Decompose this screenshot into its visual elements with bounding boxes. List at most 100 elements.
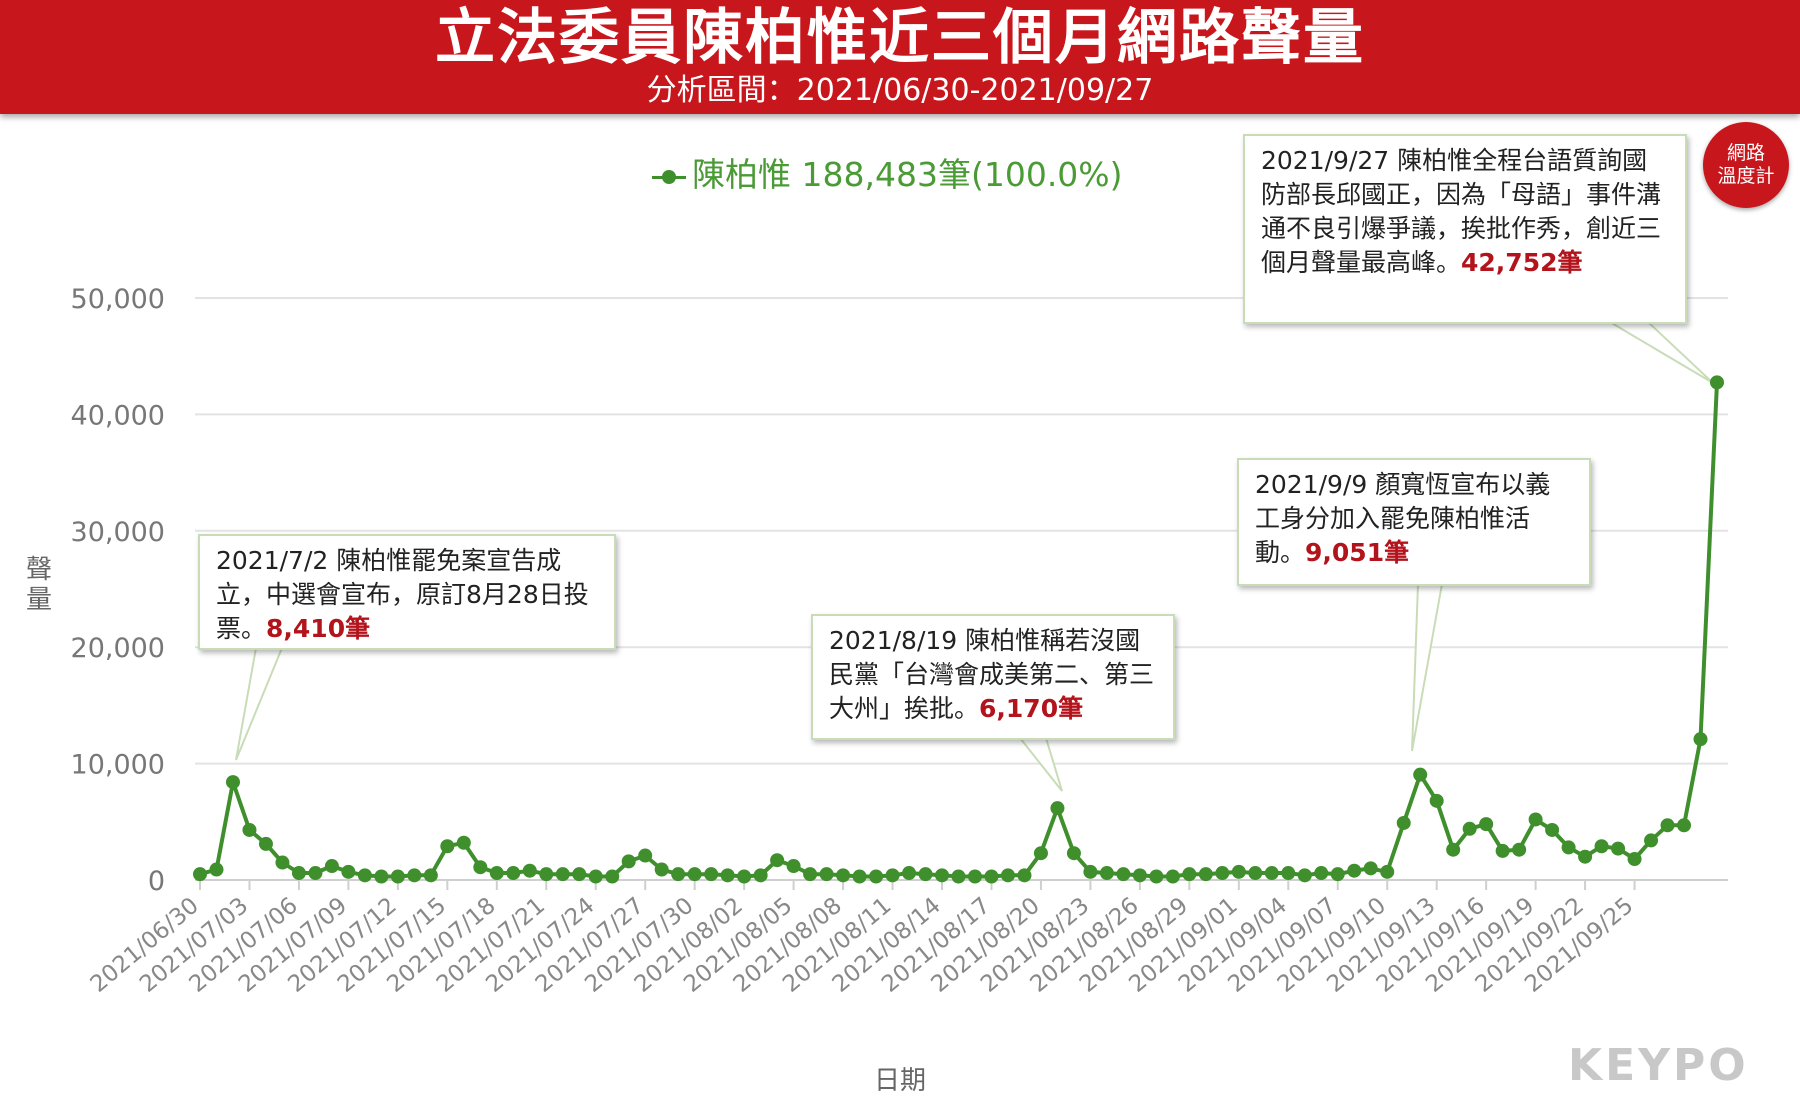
- data-point: [324, 859, 339, 874]
- header-banner: 立法委員陳柏惟近三個月網路聲量 分析區間：2021/06/30-2021/09/…: [0, 0, 1800, 114]
- data-point: [1264, 866, 1279, 881]
- data-point: [390, 869, 405, 884]
- data-point: [605, 869, 620, 884]
- data-point: [1314, 866, 1329, 881]
- data-point: [753, 868, 768, 883]
- legend-line-marker-icon: [652, 167, 686, 187]
- data-point: [1660, 818, 1675, 833]
- data-point: [1330, 867, 1345, 882]
- data-point: [885, 868, 900, 883]
- data-point: [1116, 867, 1131, 882]
- y-tick-label: 20,000: [71, 633, 165, 664]
- data-point: [1363, 861, 1378, 876]
- annotation-callout-4: 2021/9/27 陳柏惟全程台語質詢國防部長邱國正，因為「母語」事件溝通不良引…: [1243, 134, 1687, 324]
- data-point: [1429, 793, 1444, 808]
- data-point: [1594, 839, 1609, 854]
- legend-label: 陳柏惟 188,483筆(100.0%): [692, 155, 1123, 194]
- data-point: [737, 869, 752, 884]
- data-point: [720, 868, 735, 883]
- temperature-badge-icon: 網路 溫度計: [1703, 122, 1789, 208]
- annotation-callout-3: 2021/9/9 顏寬恆宣布以義工身分加入罷免陳柏惟活動。9,051筆: [1237, 458, 1591, 586]
- data-point: [1198, 867, 1213, 882]
- page-title: 立法委員陳柏惟近三個月網路聲量: [435, 3, 1365, 73]
- callout-pointer: [1606, 321, 1714, 384]
- data-point: [572, 867, 587, 882]
- badge-line-2: 溫度計: [1717, 165, 1775, 187]
- data-point: [1578, 849, 1593, 864]
- data-point: [1462, 821, 1477, 836]
- data-point: [1281, 866, 1296, 881]
- data-point: [1066, 846, 1081, 861]
- badge-line-1: 網路: [1726, 142, 1765, 164]
- callout-pointer: [1411, 583, 1444, 752]
- data-point: [209, 862, 224, 877]
- annotation-text-4: 2021/9/27 陳柏惟全程台語質詢國防部長邱國正，因為「母語」事件溝通不良引…: [1261, 146, 1662, 277]
- data-point: [357, 868, 372, 883]
- data-point: [1627, 852, 1642, 867]
- data-point: [1479, 817, 1494, 832]
- annotation-callout-2: 2021/8/19 陳柏惟稱若沒國民黨「台灣會成美第二、第三大州」挨批。6,17…: [811, 614, 1175, 740]
- data-point: [1512, 842, 1527, 857]
- data-point: [423, 868, 438, 883]
- data-point: [1033, 846, 1048, 861]
- data-point: [374, 869, 389, 884]
- y-tick-label: 30,000: [71, 517, 165, 548]
- y-tick-label: 40,000: [71, 400, 165, 431]
- data-point: [967, 869, 982, 884]
- data-point: [935, 868, 950, 883]
- annotation-text-2: 2021/8/19 陳柏惟稱若沒國民黨「台灣會成美第二、第三大州」挨批。: [829, 626, 1155, 723]
- data-point: [1050, 801, 1065, 816]
- data-point: [1677, 818, 1692, 833]
- data-point: [951, 869, 966, 884]
- data-point: [1182, 867, 1197, 882]
- data-point: [1215, 866, 1230, 881]
- data-point: [588, 869, 603, 884]
- data-point: [1545, 822, 1560, 837]
- annotation-value-3: 9,051筆: [1305, 538, 1410, 567]
- data-point: [836, 868, 851, 883]
- x-axis-label: 日期: [873, 1066, 926, 1096]
- data-point: [819, 867, 834, 882]
- data-point: [1446, 842, 1461, 857]
- data-point: [1413, 767, 1428, 782]
- chart-legend[interactable]: 陳柏惟 188,483筆(100.0%): [652, 148, 1123, 196]
- data-point: [440, 839, 455, 854]
- data-point: [242, 822, 257, 837]
- data-point: [671, 867, 686, 882]
- data-point: [225, 775, 240, 790]
- y-tick-label: 10,000: [71, 750, 165, 781]
- y-tick-label: 0: [148, 866, 165, 897]
- data-point: [902, 866, 917, 881]
- data-point: [1132, 868, 1147, 883]
- annotation-text-3: 2021/9/9 顏寬恆宣布以義工身分加入罷免陳柏惟活動。: [1255, 470, 1551, 567]
- data-point: [1149, 869, 1164, 884]
- data-point: [473, 860, 488, 875]
- data-point: [522, 863, 537, 878]
- data-point: [770, 853, 785, 868]
- data-point: [638, 848, 653, 863]
- data-point: [1528, 812, 1543, 827]
- y-axis-label: 聲量: [25, 555, 52, 615]
- annotation-text-1: 2021/7/2 陳柏惟罷免案宣告成立，中選會宣布，原訂8月28日投票。: [216, 546, 589, 643]
- data-point: [869, 869, 884, 884]
- data-point: [984, 869, 999, 884]
- data-point: [621, 854, 636, 869]
- data-point: [539, 867, 554, 882]
- data-point: [687, 867, 702, 882]
- annotation-value-4: 42,752筆: [1461, 248, 1583, 277]
- data-point: [275, 855, 290, 870]
- annotation-callout-1: 2021/7/2 陳柏惟罷免案宣告成立，中選會宣布，原訂8月28日投票。8,41…: [198, 534, 616, 650]
- data-point: [489, 866, 504, 881]
- data-point: [193, 867, 207, 882]
- data-point: [506, 866, 521, 881]
- data-point: [1231, 864, 1246, 879]
- data-point: [1347, 863, 1362, 878]
- data-point: [1710, 375, 1724, 390]
- data-point: [407, 868, 422, 883]
- brand-logo: KEYPO: [1568, 1040, 1749, 1091]
- data-point: [291, 866, 306, 881]
- data-point: [1248, 866, 1263, 881]
- data-point: [308, 866, 323, 881]
- data-point: [1099, 866, 1114, 881]
- data-point: [1017, 868, 1032, 883]
